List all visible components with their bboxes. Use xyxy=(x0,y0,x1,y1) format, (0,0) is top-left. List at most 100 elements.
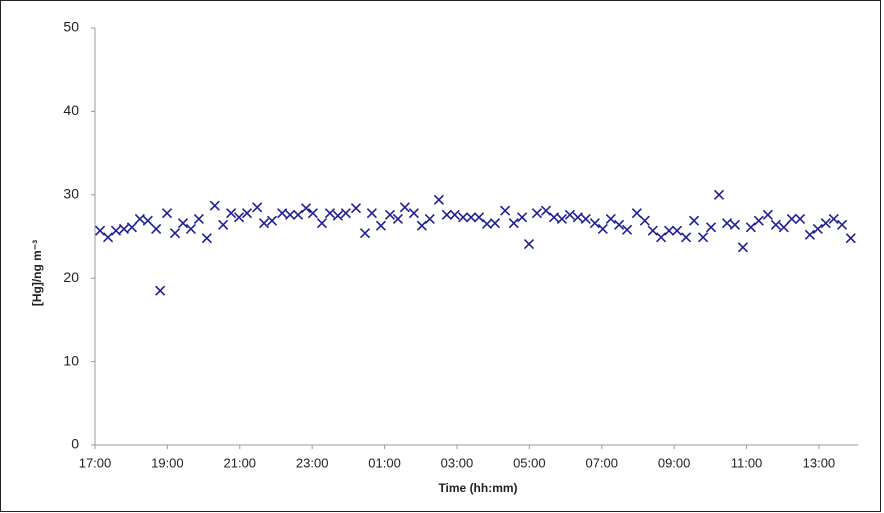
y-tick-label: 30 xyxy=(63,186,79,202)
scatter-marker xyxy=(266,215,278,226)
y-tick-label: 20 xyxy=(63,269,79,285)
scatter-marker xyxy=(449,209,460,220)
scatter-marker xyxy=(564,209,575,220)
x-tick-label: 23:00 xyxy=(296,455,329,470)
scatter-marker xyxy=(209,200,220,211)
scatter-marker xyxy=(177,218,189,229)
scatter-marker xyxy=(762,209,773,220)
scatter-marker xyxy=(218,219,229,230)
scatter-marker xyxy=(548,212,560,223)
scatter-marker xyxy=(729,219,741,230)
scatter-marker xyxy=(233,212,245,223)
scatter-marker xyxy=(671,225,683,236)
x-axis-title: Time (hh:mm) xyxy=(438,481,517,495)
scatter-marker xyxy=(531,208,543,219)
scatter-marker xyxy=(307,208,318,219)
y-axis-title: [Hg]/ng m⁻³ xyxy=(30,240,44,306)
scatter-marker xyxy=(226,208,237,219)
scatter-marker xyxy=(416,220,427,231)
scatter-marker xyxy=(597,223,608,235)
scatter-marker xyxy=(572,212,583,223)
x-tick-label: 19:00 xyxy=(151,455,184,470)
scatter-marker xyxy=(721,218,733,229)
scatter-marker xyxy=(161,208,173,219)
scatter-marker xyxy=(252,202,263,213)
scatter-marker xyxy=(151,223,162,235)
scatter-marker xyxy=(193,213,204,225)
scatter-marker xyxy=(375,220,387,231)
scatter-marker xyxy=(837,219,848,230)
x-tick-label: 09:00 xyxy=(658,455,691,470)
scatter-marker xyxy=(332,210,343,221)
scatter-marker xyxy=(241,208,253,219)
scatter-marker xyxy=(366,208,377,219)
scatter-marker xyxy=(458,212,469,223)
scatter-marker xyxy=(705,222,717,233)
scatter-marker xyxy=(681,232,692,243)
scatter-marker xyxy=(126,222,137,233)
y-tick-label: 40 xyxy=(63,102,79,118)
scatter-marker xyxy=(433,194,444,205)
scatter-marker xyxy=(424,213,435,225)
scatter-marker xyxy=(556,213,567,225)
scatter-marker xyxy=(350,203,362,214)
scatter-marker xyxy=(828,213,839,225)
scatter-marker xyxy=(804,229,815,240)
x-tick-label: 01:00 xyxy=(368,455,401,470)
scatter-marker xyxy=(631,208,642,219)
scatter-marker xyxy=(656,232,667,243)
scatter-marker xyxy=(277,208,288,219)
scatter-marker xyxy=(713,189,725,200)
scatter-marker xyxy=(359,228,371,239)
scatter-marker xyxy=(770,219,781,230)
scatter-marker xyxy=(169,228,181,239)
scatter-marker xyxy=(142,215,153,226)
x-tick-label: 17:00 xyxy=(79,455,112,470)
scatter-marker xyxy=(95,225,106,236)
x-tick-label: 07:00 xyxy=(585,455,618,470)
scatter-marker xyxy=(134,213,145,225)
scatter-marker xyxy=(688,215,700,226)
scatter-marker xyxy=(647,225,658,236)
scatter-marker xyxy=(698,232,709,243)
scatter-marker xyxy=(399,202,410,213)
scatter-marker xyxy=(745,222,756,233)
scatter-marker xyxy=(185,223,196,235)
scatter-marker xyxy=(614,219,625,230)
scatter-marker xyxy=(489,218,501,229)
scatter-marker xyxy=(408,208,419,219)
scatter-marker xyxy=(118,223,130,235)
scatter-marker xyxy=(540,205,552,216)
scatter-marker xyxy=(155,285,166,296)
scatter-marker xyxy=(258,218,270,229)
scatter-marker xyxy=(663,225,675,236)
y-tick-label: 10 xyxy=(63,352,79,368)
scatter-marker xyxy=(753,215,764,226)
y-tick-label: 50 xyxy=(63,19,79,35)
scatter-marker xyxy=(473,212,485,223)
scatter-marker xyxy=(300,203,312,214)
x-tick-label: 13:00 xyxy=(803,455,836,470)
scatter-marker xyxy=(500,205,511,216)
x-tick-label: 11:00 xyxy=(731,455,763,470)
scatter-marker xyxy=(110,225,122,236)
scatter-marker xyxy=(340,208,351,219)
scatter-marker xyxy=(466,212,477,223)
scatter-marker xyxy=(384,209,396,220)
scatter-marker xyxy=(786,213,797,225)
scatter-marker xyxy=(639,215,650,226)
scatter-marker xyxy=(778,222,789,233)
scatter-marker xyxy=(316,218,328,229)
scatter-marker xyxy=(292,209,304,220)
scatter-marker xyxy=(737,242,748,253)
scatter-marker xyxy=(622,224,633,235)
scatter-marker xyxy=(523,238,535,250)
scatter-marker xyxy=(517,212,528,223)
scatter-marker xyxy=(812,223,823,235)
scatter-marker xyxy=(441,209,452,220)
scatter-marker xyxy=(508,218,519,229)
x-tick-label: 03:00 xyxy=(441,455,474,470)
x-tick-label: 21:00 xyxy=(224,455,257,470)
y-tick-label: 0 xyxy=(71,436,79,452)
